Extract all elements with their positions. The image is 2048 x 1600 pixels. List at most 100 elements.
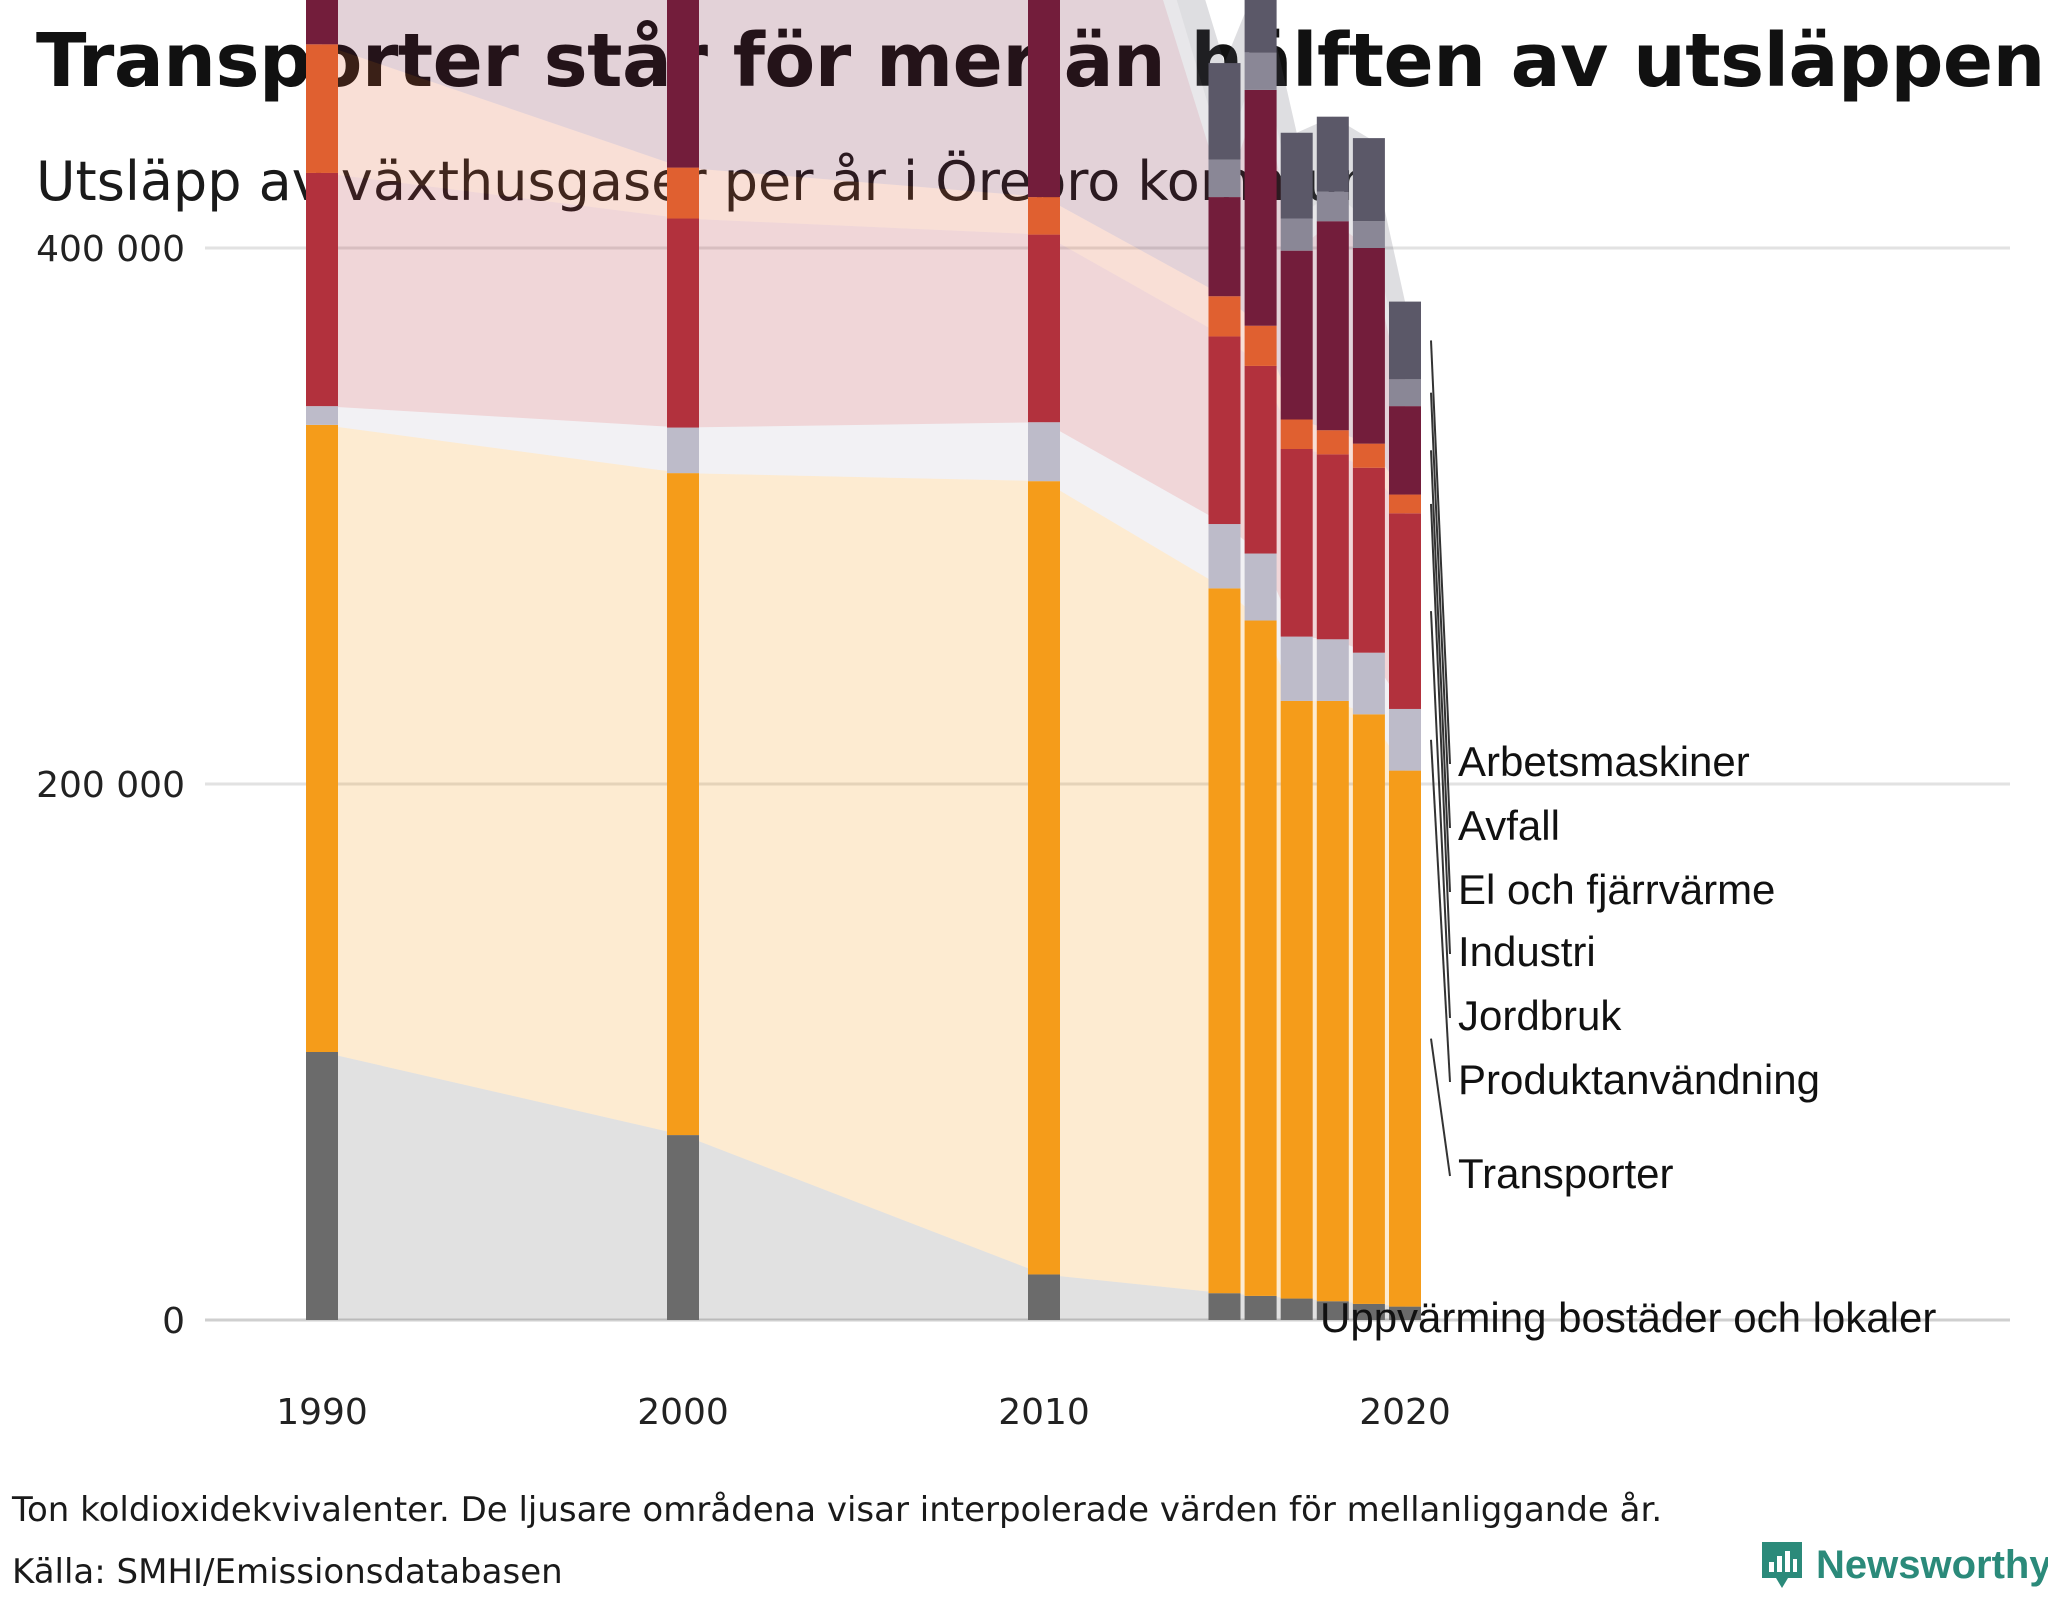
bar-segment (1208, 296, 1241, 337)
bar-segment (1316, 454, 1349, 640)
bar-segment (1389, 494, 1421, 514)
bar-segment (1028, 0, 1060, 198)
bar-segment (1244, 0, 1277, 53)
bar-segment (1244, 365, 1277, 554)
bar-segment (1352, 248, 1385, 444)
bar-segment (667, 473, 699, 1136)
series-label: Industri (1458, 928, 1596, 975)
bar-segment (1352, 652, 1385, 715)
bar-segment (1316, 1301, 1349, 1320)
bar-segment (1316, 639, 1349, 701)
bar-segment (1244, 553, 1277, 621)
y-tick-label: 200 000 (36, 765, 185, 806)
interpolated-area (1044, 422, 1225, 589)
bar-segment (1389, 406, 1421, 495)
x-tick-label: 1990 (276, 1392, 368, 1433)
gridlines (205, 246, 2010, 1322)
bar-segment (306, 44, 338, 173)
bar-segment (1389, 301, 1421, 380)
bars (306, 0, 1421, 1320)
interpolated-area (322, 0, 683, 168)
chart-subtitle: Utsläpp av växthusgaser per år i Örebro … (36, 150, 1374, 213)
bar-segment (1280, 636, 1313, 701)
x-tick-label: 2020 (1359, 1392, 1451, 1433)
bar-segment (1389, 513, 1421, 709)
bar-segment (1028, 481, 1060, 1275)
y-tick-label: 400 000 (36, 229, 185, 270)
interpolated-area (683, 0, 1044, 198)
interpolated-area (1044, 481, 1225, 1294)
bar-segment (667, 1135, 699, 1320)
bar-segment (1208, 588, 1241, 1294)
series-label: Produktanvändning (1458, 1056, 1820, 1103)
bar-segment (306, 1052, 338, 1320)
leader-line (1430, 340, 1451, 765)
leader-line (1430, 392, 1451, 829)
bar-segment (1352, 443, 1385, 468)
bar-segment (1352, 714, 1385, 1304)
bar-segment (1028, 197, 1060, 235)
interpolated-area (322, 1052, 683, 1320)
bar-segment (1280, 250, 1313, 420)
interpolated-area (683, 167, 1044, 235)
bar-segment (1028, 422, 1060, 482)
interpolated-area (322, 424, 683, 1136)
interpolated-area (1044, 1274, 1225, 1320)
leader-line (1430, 503, 1451, 955)
y-tick-label: 0 (162, 1301, 185, 1342)
interpolated-area (683, 218, 1044, 428)
bar-segment (1389, 1306, 1421, 1320)
bar-segment (1352, 1303, 1385, 1320)
bar-segment (1208, 197, 1241, 297)
interpolated-area (322, 44, 683, 219)
bar-segment (1280, 218, 1313, 251)
bar-segment (1208, 63, 1241, 160)
brand-name: Newsworthy (1816, 1542, 2048, 1587)
bar-segment (306, 0, 338, 45)
leader-line (1430, 611, 1451, 1019)
bar-segment (1389, 708, 1421, 771)
series-label: Arbetsmaskiner (1458, 738, 1750, 785)
bar-segment (1316, 116, 1349, 192)
bar-segment (1028, 234, 1060, 423)
series-label: Uppvärming bostäder och lokaler (1320, 1294, 1936, 1341)
interpolated-area (683, 1135, 1044, 1320)
bar-segment (1280, 419, 1313, 449)
bar-segment (306, 406, 338, 425)
series-label: Avfall (1458, 802, 1560, 849)
bar-segment (1244, 620, 1277, 1296)
bar-segment (1208, 159, 1241, 198)
bar-segment (1316, 700, 1349, 1302)
interpolated-area (683, 473, 1044, 1275)
footnote: Ton koldioxidekvivalenter. De ljusare om… (12, 1490, 1663, 1530)
bar-segment (1208, 1293, 1241, 1320)
source-note: Källa: SMHI/Emissionsdatabasen (12, 1552, 563, 1592)
x-tick-label: 2000 (637, 1392, 729, 1433)
bar-segment (1280, 132, 1313, 219)
bar-segment (1280, 1298, 1313, 1320)
bar-segment (1352, 467, 1385, 653)
bar-segment (1352, 221, 1385, 248)
bar-segment (1244, 52, 1277, 90)
interpolated-area (683, 422, 1044, 482)
interpolated-area (1044, 0, 1225, 297)
series-label: El och fjärrvärme (1458, 866, 1775, 913)
bar-segment (1028, 1274, 1060, 1320)
leader-line (1430, 739, 1451, 1083)
bar-segment (306, 172, 338, 407)
interpolated-area (1044, 197, 1225, 337)
bar-segment (1208, 336, 1241, 525)
bar-segment (1208, 524, 1241, 589)
bar-segment (1316, 221, 1349, 431)
bar-segment (1280, 700, 1313, 1299)
interpolated-areas (322, 0, 1405, 1320)
bar-segment (667, 218, 699, 428)
series-label: Transporter (1458, 1150, 1674, 1197)
bar-segment (1352, 138, 1385, 222)
brand-logo[interactable]: Newsworthy (1760, 1540, 2048, 1590)
bar-segment (667, 167, 699, 219)
interpolated-area (1176, 0, 1225, 160)
bar-segment (1316, 430, 1349, 455)
bar-segment (1244, 1295, 1277, 1320)
